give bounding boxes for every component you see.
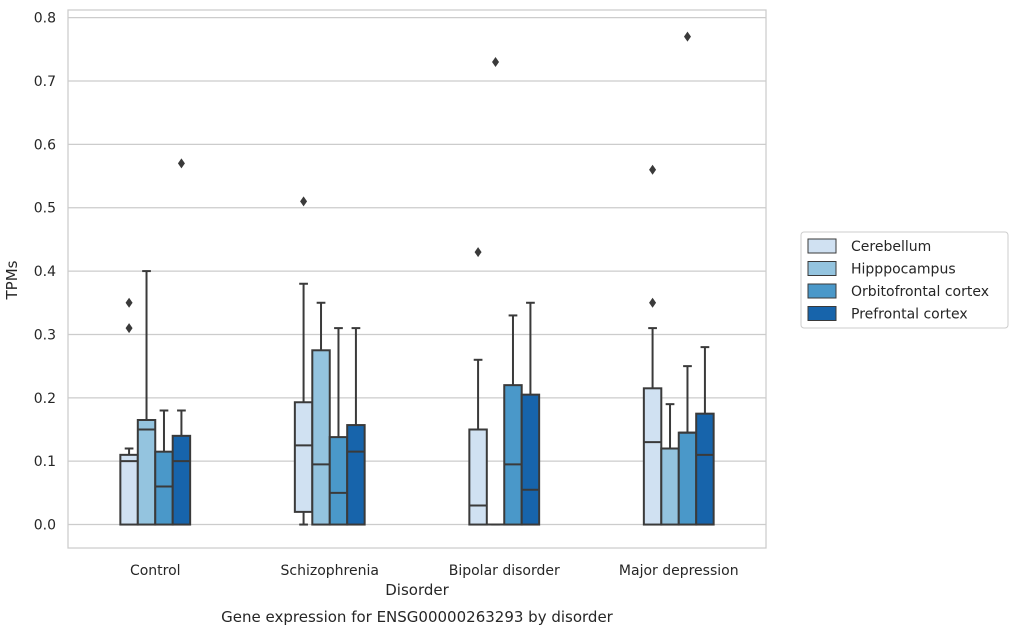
- box-2-2: [503, 314, 523, 526]
- outlier-point: [649, 297, 657, 308]
- y-tick-label: 0.1: [34, 454, 56, 470]
- box-3-1: [660, 403, 680, 526]
- box-body: [293, 401, 314, 513]
- legend-item: Prefrontal cortex: [807, 306, 968, 323]
- box-body: [468, 428, 488, 526]
- box-body: [311, 349, 331, 526]
- box-3-3: [695, 346, 715, 526]
- box-body: [346, 424, 366, 526]
- box-1-0: [293, 196, 314, 526]
- box-0-2: [154, 409, 174, 526]
- box-body: [136, 418, 157, 526]
- y-tick-label: 0.0: [34, 518, 56, 534]
- outlier-point: [683, 31, 691, 42]
- box-2-1: [486, 56, 505, 526]
- y-axis-title: TPMs: [3, 260, 21, 300]
- y-tick-label: 0.6: [34, 137, 56, 153]
- box-body: [503, 384, 523, 526]
- x-tick-label: Schizophrenia: [281, 563, 379, 579]
- y-tick-labels: 0.0 0.1 0.2 0.3 0.4 0.5 0.6 0.7 0.8: [34, 11, 56, 534]
- boxes: [119, 31, 715, 526]
- x-tick-label: Control: [130, 563, 181, 579]
- box-1-2: [328, 327, 349, 526]
- box-2-3: [520, 301, 541, 526]
- chart-title: Gene expression for ENSG00000263293 by d…: [221, 608, 614, 626]
- y-tick-label: 0.4: [34, 264, 56, 280]
- box-body: [660, 447, 680, 526]
- box-3-0: [642, 164, 663, 526]
- legend-label: Cerebellum: [851, 239, 931, 255]
- outlier-point: [177, 158, 185, 169]
- box-0-3: [171, 158, 192, 526]
- legend-swatch: [807, 238, 837, 254]
- x-tick-labels: Control Schizophrenia Bipolar disorder Majo…: [130, 563, 739, 579]
- legend-frame: [800, 231, 1009, 329]
- x-tick-label: Major depression: [619, 563, 739, 579]
- legend: Cerebellum Hipppocampus Orbitofrontal cort…: [800, 231, 1009, 329]
- plot-frame: [67, 9, 767, 549]
- outlier-point: [649, 164, 657, 175]
- y-tick-label: 0.2: [34, 391, 56, 407]
- legend-item: Hipppocampus: [807, 261, 956, 278]
- legend-swatch: [807, 261, 837, 276]
- box-body: [171, 434, 192, 526]
- box-0-0: [119, 297, 139, 526]
- outlier-point: [125, 323, 133, 334]
- legend-item: Cerebellum: [807, 238, 931, 255]
- x-axis-title: Disorder: [385, 581, 449, 599]
- box-3-2: [677, 31, 698, 526]
- box-body: [520, 393, 541, 526]
- box-body: [695, 412, 715, 526]
- box-body: [154, 450, 174, 526]
- outlier-point: [300, 196, 308, 207]
- x-tick-label: Bipolar disorder: [449, 563, 560, 579]
- legend-label: Prefrontal cortex: [851, 307, 968, 323]
- legend-label: Orbitofrontal cortex: [851, 284, 989, 300]
- legend-label: Hipppocampus: [851, 262, 956, 278]
- box-body: [677, 431, 698, 526]
- box-1-3: [346, 327, 366, 526]
- box-body: [642, 387, 663, 526]
- legend-item: Orbitofrontal cortex: [807, 283, 989, 300]
- outlier-point: [125, 297, 133, 308]
- outlier-point: [492, 56, 500, 67]
- outlier-point: [474, 247, 482, 258]
- legend-swatch: [807, 306, 837, 321]
- box-body: [119, 453, 139, 526]
- box-1-1: [311, 301, 331, 526]
- y-tick-label: 0.3: [34, 327, 56, 343]
- box-body: [328, 436, 349, 526]
- legend-swatch: [807, 283, 837, 299]
- y-tick-label: 0.5: [34, 201, 56, 217]
- y-tick-label: 0.7: [34, 74, 56, 90]
- box-2-0: [468, 247, 488, 526]
- y-tick-label: 0.8: [34, 11, 56, 27]
